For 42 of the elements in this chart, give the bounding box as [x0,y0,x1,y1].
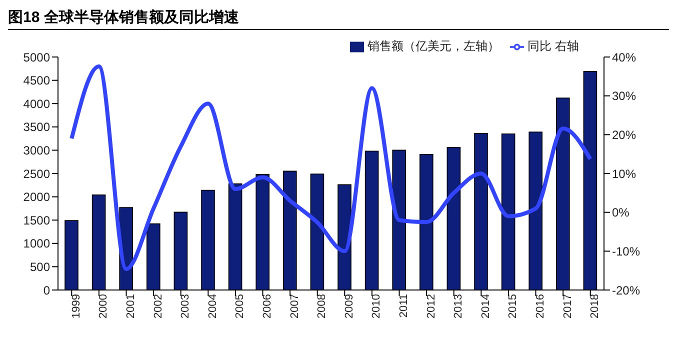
x-tick-label: 2008 [316,294,328,318]
x-tick-label: 2000 [98,294,110,318]
x-tick-label: 2017 [562,294,574,318]
y-tick-label: 2500 [23,166,50,181]
legend-label: 销售额（亿美元，左轴） [368,39,500,53]
x-tick-label: 2002 [152,294,164,318]
y-tick-label: 3500 [23,120,50,134]
y2-tick-label: 20% [612,128,636,142]
y-tick-label: 3000 [23,143,50,158]
y-tick-label: 4000 [23,96,50,111]
y2-tick-label: 40% [612,50,636,64]
x-tick-label: 2014 [480,294,492,318]
x-tick-label: 2012 [425,294,438,318]
y-tick-label: 0 [43,283,50,298]
x-tick-label: 2016 [534,294,547,318]
x-tick-label: 2001 [125,294,138,318]
y-tick-label: 500 [30,260,50,274]
y2-tick-label: 10% [612,166,636,181]
x-tick-label: 2003 [180,294,192,318]
x-tick-label: 2004 [206,294,219,318]
x-tick-label: 2015 [507,294,520,318]
x-tick-label: 2010 [370,294,383,318]
y2-tick-label: -10% [612,244,640,258]
x-tick-label: 2005 [234,294,246,318]
x-tick-label: 2007 [288,294,301,318]
y-tick-label: 1000 [23,236,50,251]
chart-title: 图18 全球半导体销售额及同比增速 [8,8,669,30]
y-tick-label: 5000 [23,50,50,64]
x-tick-label: 2018 [589,294,602,318]
y-tick-label: 2000 [23,190,50,204]
x-tick-label: 2011 [398,294,410,318]
x-tick-label: 2006 [262,294,274,318]
legend-label: 同比 右轴 [528,39,579,53]
y2-tick-label: -20% [612,283,640,298]
y-tick-label: 1500 [23,213,50,228]
y2-tick-label: 30% [612,89,636,104]
x-tick-label: 2013 [452,294,465,318]
x-tick-label: 2009 [343,294,356,318]
line-series [70,64,592,272]
y2-tick-label: 0% [612,206,630,220]
x-tick-label: 1999 [70,294,82,318]
y-tick-label: 4500 [23,74,50,88]
